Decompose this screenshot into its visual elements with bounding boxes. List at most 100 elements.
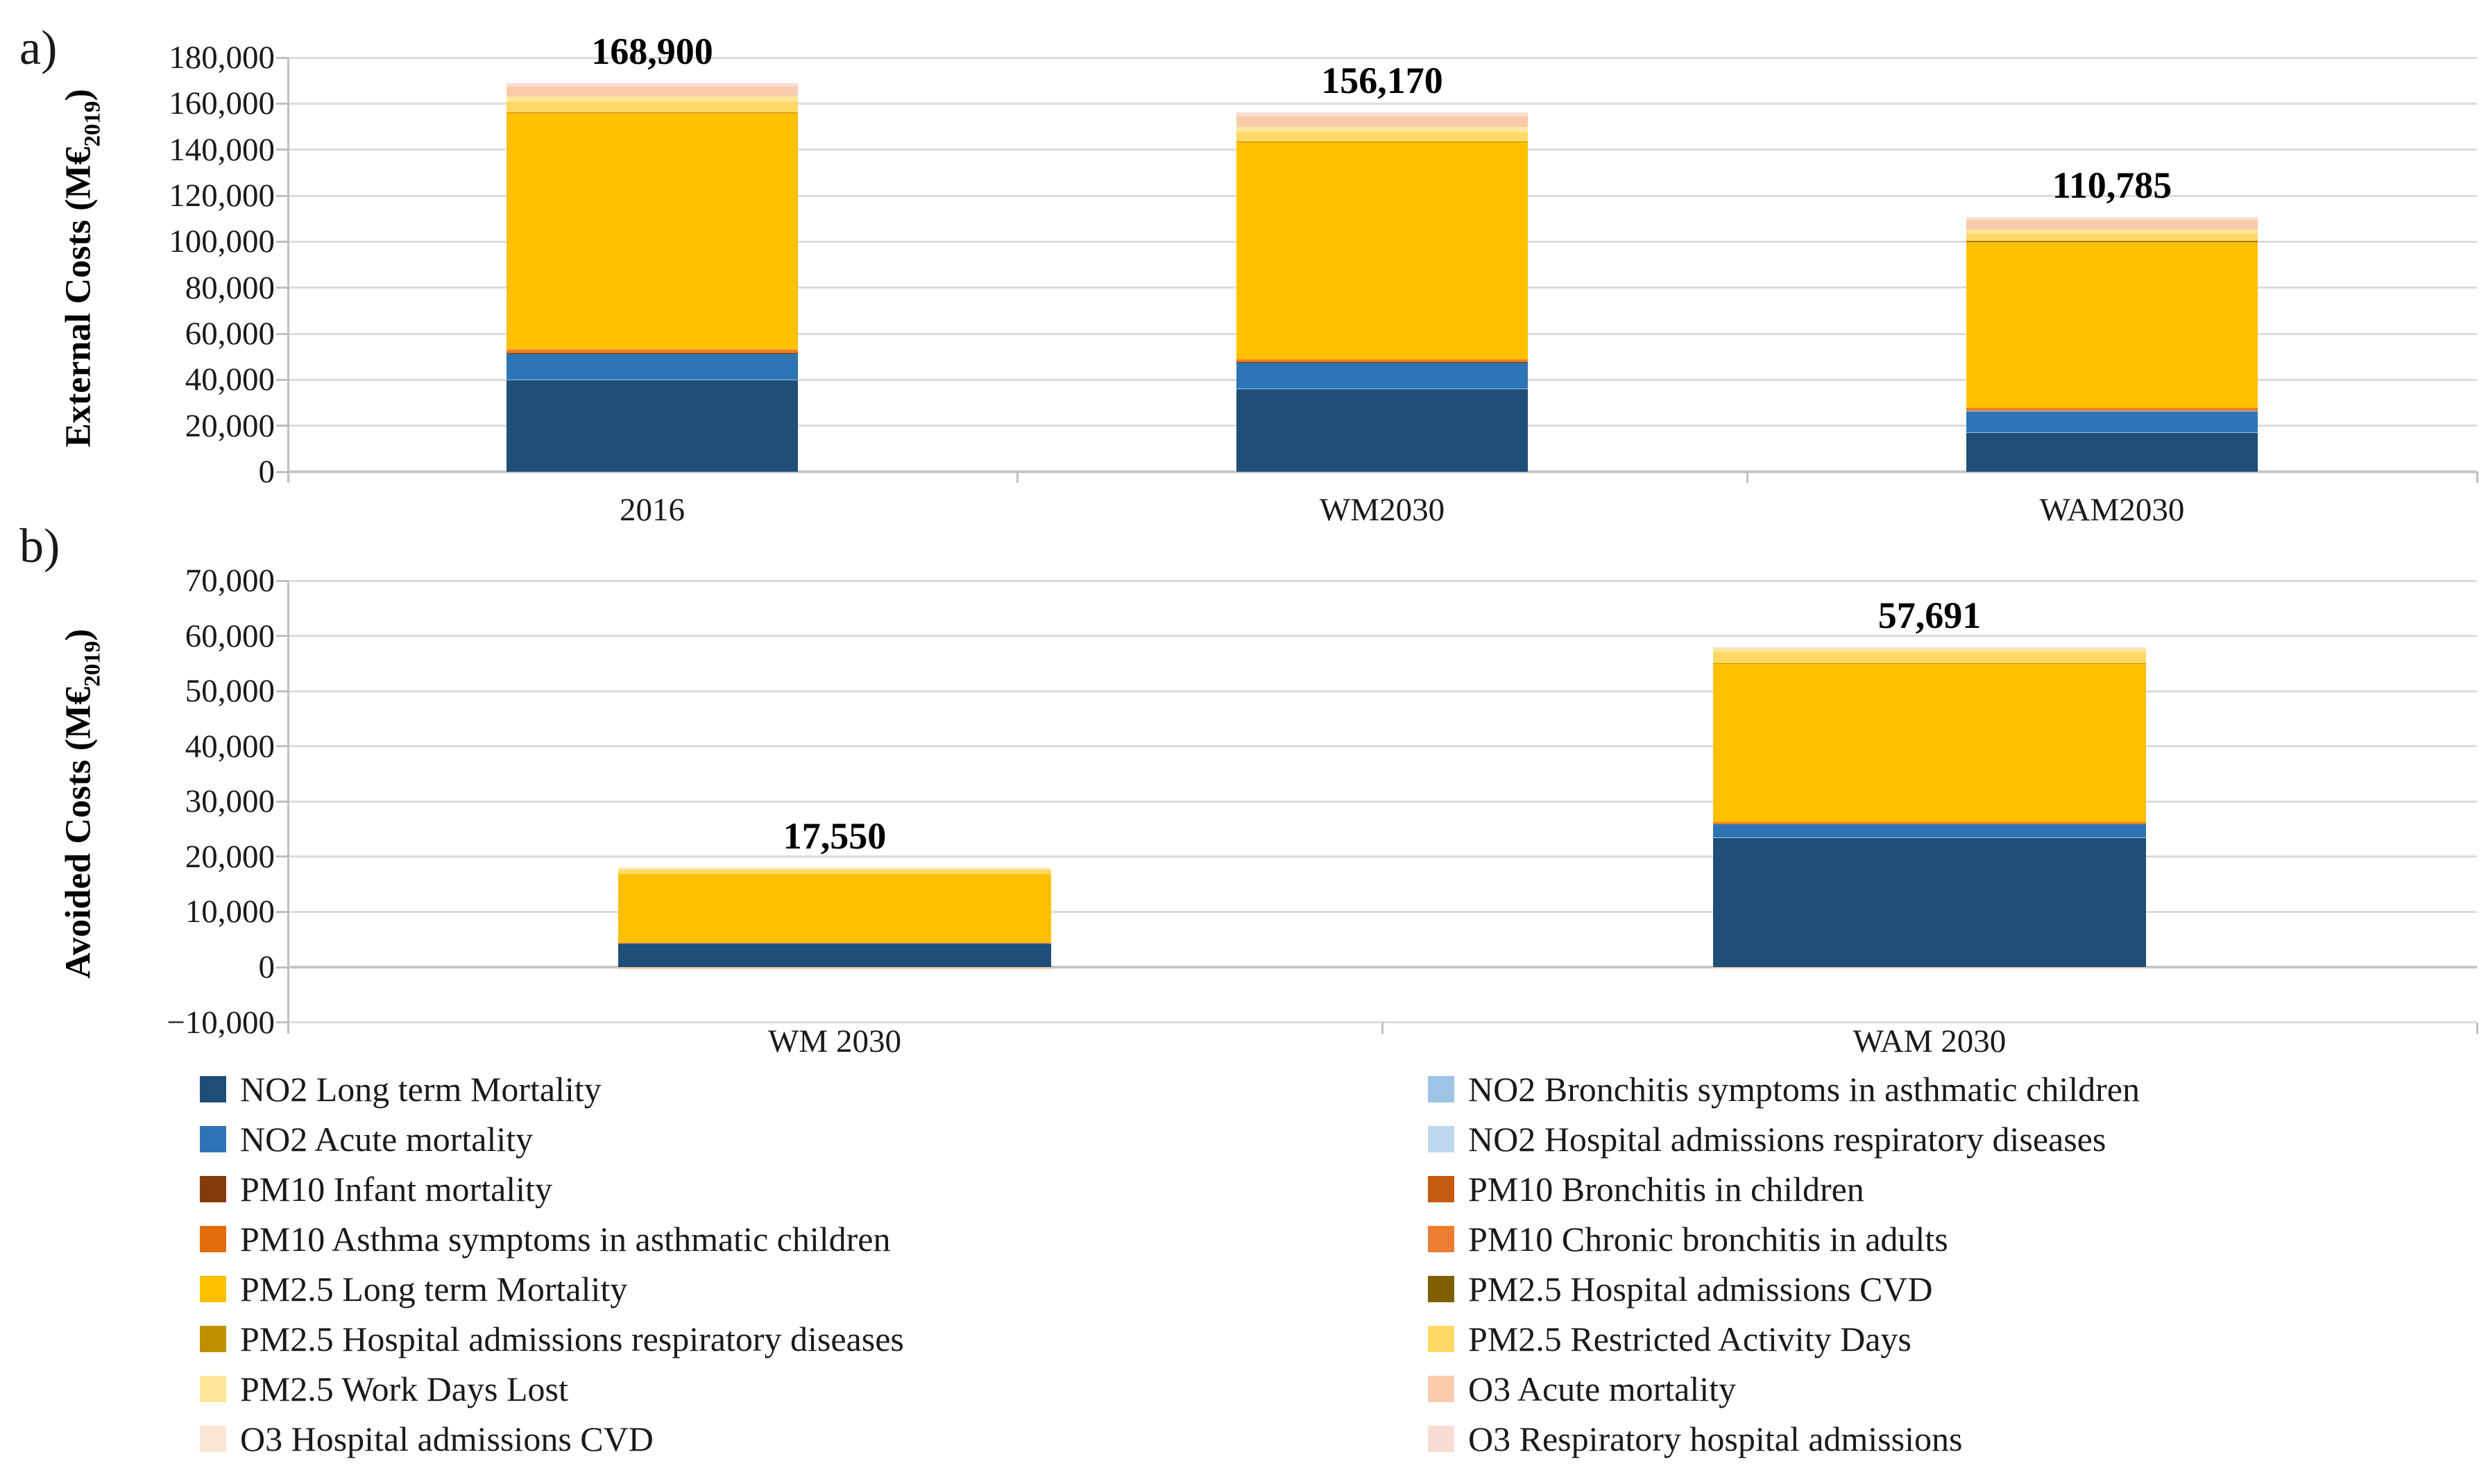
bar-segment — [506, 349, 798, 352]
legend-swatch — [1428, 1176, 1454, 1202]
legend-swatch — [200, 1226, 226, 1252]
panel-b-label: b) — [19, 520, 60, 573]
category-axis-tick — [1746, 472, 1748, 483]
y-axis-tick-mark — [276, 240, 287, 243]
y-axis-tick-label: 30,000 — [185, 783, 275, 820]
legend-swatch — [200, 1376, 226, 1402]
bar-segment — [1713, 652, 2146, 663]
bar-segment — [1713, 663, 2146, 664]
y-axis-tick-label: −10,000 — [167, 1004, 275, 1041]
legend-item: PM2.5 Hospital admissions respiratory di… — [200, 1320, 904, 1358]
legend-item: PM10 Bronchitis in children — [1428, 1170, 1864, 1208]
bar-segment — [1236, 115, 1528, 128]
legend-item-label: NO2 Acute mortality — [240, 1120, 534, 1159]
bar-segment — [1713, 648, 2146, 653]
bar-total-label: 156,170 — [1321, 60, 1443, 102]
legend-item: PM10 Chronic bronchitis in adults — [1428, 1220, 1948, 1258]
category-label: WAM 2030 — [1853, 1023, 2007, 1059]
bar-segment-negative — [618, 967, 1051, 970]
bar-segment — [506, 379, 798, 472]
legend-swatch — [200, 1276, 226, 1302]
legend-item-label: PM10 Bronchitis in children — [1468, 1170, 1864, 1209]
y-axis-tick-mark — [276, 966, 287, 969]
legend-item: NO2 Hospital admissions respiratory dise… — [1428, 1120, 2106, 1158]
y-axis-tick-mark — [276, 690, 287, 692]
bar-segment — [506, 102, 798, 112]
y-axis-tick-mark — [276, 910, 287, 913]
legend-item-label: PM2.5 Hospital admissions respiratory di… — [240, 1320, 904, 1358]
bar-segment — [506, 352, 798, 353]
bar-segment — [1236, 362, 1528, 389]
legend-item: O3 Respiratory hospital admissions — [1428, 1420, 1962, 1458]
y-axis-tick-mark — [276, 635, 287, 638]
legend-swatch — [200, 1176, 226, 1202]
bar-segment — [618, 943, 1051, 944]
bar-segment — [506, 83, 798, 87]
legend-item: O3 Acute mortality — [1428, 1370, 1736, 1408]
bar-total-label: 17,550 — [783, 815, 887, 858]
legend-item: NO2 Acute mortality — [200, 1120, 533, 1158]
y-axis-tick-label: 20,000 — [185, 838, 275, 875]
y-axis-tick-mark — [276, 855, 287, 858]
category-axis-tick — [2476, 1022, 2478, 1034]
legend-item: PM2.5 Hospital admissions CVD — [1428, 1270, 1933, 1308]
bar-segment — [1713, 824, 2146, 838]
legend-swatch — [1428, 1126, 1454, 1152]
category-label: WM 2030 — [768, 1023, 901, 1059]
bar-segment — [618, 944, 1051, 967]
category-label: WM2030 — [1319, 492, 1445, 528]
legend-item-label: PM10 Chronic bronchitis in adults — [1468, 1220, 1948, 1259]
y-axis-tick-label: 10,000 — [185, 894, 275, 930]
bar-segment — [506, 86, 798, 87]
y-axis-tick-label: 120,000 — [169, 178, 275, 214]
zero-gridline — [287, 966, 2477, 969]
bar-segment — [506, 353, 798, 379]
legend-swatch — [200, 1126, 226, 1152]
y-axis-tick-label: 40,000 — [185, 728, 275, 765]
y-axis-tick-label: 80,000 — [185, 269, 275, 306]
bar-segment — [1966, 219, 2258, 220]
bar-total-label: 110,785 — [2052, 164, 2172, 206]
category-axis-tick — [2476, 472, 2478, 483]
legend-item: NO2 Bronchitis symptoms in asthmatic chi… — [1428, 1071, 2140, 1108]
y-axis-tick-mark — [276, 194, 287, 197]
y-axis-tick-mark — [276, 287, 287, 289]
y-axis-tick-mark — [276, 470, 287, 473]
y-axis-tick-label: 60,000 — [185, 617, 275, 654]
bar-segment — [1236, 132, 1528, 142]
bar-segment — [1966, 241, 2258, 408]
legend-item: PM2.5 Restricted Activity Days — [1428, 1320, 1912, 1358]
bar-segment — [506, 112, 798, 113]
y-axis-tick-label: 180,000 — [169, 40, 275, 76]
legend-swatch — [1428, 1376, 1454, 1402]
legend-item-label: PM10 Infant mortality — [240, 1170, 552, 1209]
gridline — [287, 745, 2477, 748]
y-axis-tick-label: 50,000 — [185, 673, 275, 710]
category-label: 2016 — [620, 492, 685, 528]
bar-segment — [1966, 219, 2258, 230]
y-axis-tick-label: 40,000 — [185, 361, 275, 398]
bar-segment — [1966, 432, 2258, 472]
y-axis-tick-label: 60,000 — [185, 316, 275, 352]
legend-item: PM10 Asthma symptoms in asthmatic childr… — [200, 1220, 890, 1258]
category-axis-tick — [1016, 472, 1019, 483]
y-axis-tick-label: 20,000 — [185, 407, 275, 444]
legend-swatch — [1428, 1276, 1454, 1302]
bar-segment — [1236, 359, 1528, 362]
legend-swatch — [1428, 1226, 1454, 1252]
y-axis-tick-mark — [276, 745, 287, 748]
legend-item: PM2.5 Long term Mortality — [200, 1270, 627, 1308]
y-axis-tick-mark — [276, 148, 287, 151]
bar-total-label: 57,691 — [1878, 594, 1982, 636]
bar-segment — [1236, 115, 1528, 116]
legend-swatch — [200, 1326, 226, 1352]
bar-segment — [1713, 822, 2146, 824]
legend-item: PM2.5 Work Days Lost — [200, 1370, 568, 1408]
bar-segment — [618, 942, 1051, 944]
panel-a-label: a) — [19, 22, 58, 75]
bar-segment-negative — [1713, 967, 2146, 969]
legend-swatch — [200, 1076, 226, 1102]
